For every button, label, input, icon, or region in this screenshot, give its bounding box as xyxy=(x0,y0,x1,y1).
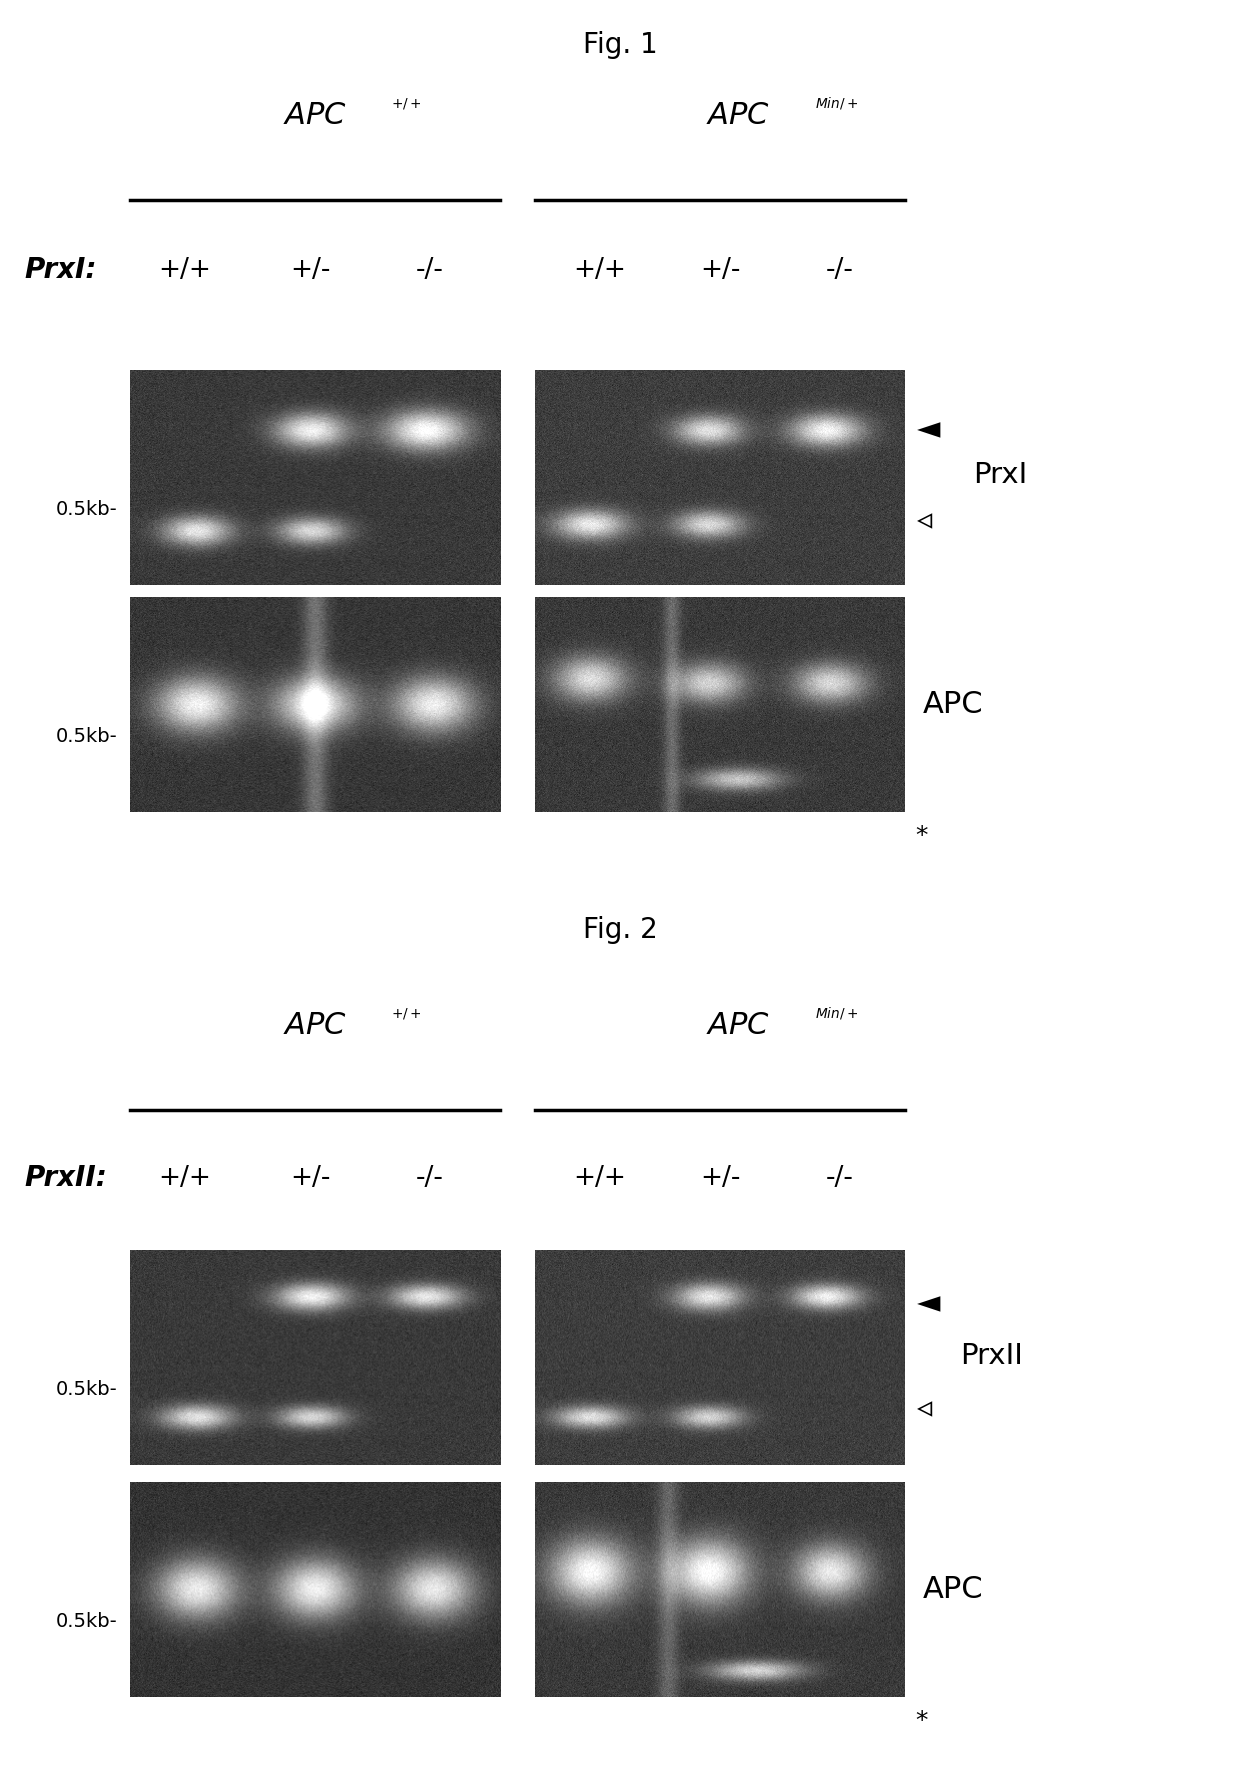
Text: +/-: +/- xyxy=(290,258,330,282)
Text: PrxII:: PrxII: xyxy=(25,1163,108,1192)
Text: 0.5kb-: 0.5kb- xyxy=(56,1613,118,1630)
Text: +/+: +/+ xyxy=(574,1165,626,1192)
Text: 0.5kb-: 0.5kb- xyxy=(56,501,118,519)
Text: ◃: ◃ xyxy=(918,506,932,535)
Text: +/-: +/- xyxy=(290,1165,330,1192)
Text: PrxII: PrxII xyxy=(961,1343,1023,1371)
Text: ◃: ◃ xyxy=(918,1394,932,1424)
Text: $\mathit{APC}$: $\mathit{APC}$ xyxy=(283,1011,347,1041)
Text: $^{+/+}$: $^{+/+}$ xyxy=(391,99,422,117)
Text: PrxI:: PrxI: xyxy=(25,256,97,284)
Text: Fig. 1: Fig. 1 xyxy=(583,30,657,59)
Text: -/-: -/- xyxy=(826,1165,854,1192)
Text: 0.5kb-: 0.5kb- xyxy=(56,726,118,746)
Text: -/-: -/- xyxy=(417,258,444,282)
Text: +/-: +/- xyxy=(699,258,740,282)
Text: PrxI: PrxI xyxy=(973,462,1027,490)
Text: $\mathit{APC}$: $\mathit{APC}$ xyxy=(706,101,770,130)
Text: +/+: +/+ xyxy=(159,258,212,282)
Text: $\mathit{APC}$: $\mathit{APC}$ xyxy=(706,1011,770,1041)
Text: Fig. 2: Fig. 2 xyxy=(583,916,657,945)
Text: +/+: +/+ xyxy=(574,258,626,282)
Text: 0.5kb-: 0.5kb- xyxy=(56,1380,118,1399)
Text: *: * xyxy=(915,1709,928,1733)
Text: $^{Min/+}$: $^{Min/+}$ xyxy=(815,1009,858,1028)
Text: $^{Min/+}$: $^{Min/+}$ xyxy=(815,99,858,117)
Text: *: * xyxy=(915,824,928,847)
Text: APC: APC xyxy=(924,691,983,719)
Text: ◄: ◄ xyxy=(918,1289,940,1318)
Text: -/-: -/- xyxy=(826,258,854,282)
Text: APC: APC xyxy=(924,1575,983,1604)
Text: -/-: -/- xyxy=(417,1165,444,1192)
Text: +/+: +/+ xyxy=(159,1165,212,1192)
Text: $\mathit{APC}$: $\mathit{APC}$ xyxy=(283,101,347,130)
Text: +/-: +/- xyxy=(699,1165,740,1192)
Text: ◄: ◄ xyxy=(918,416,940,444)
Text: $^{+/+}$: $^{+/+}$ xyxy=(391,1009,422,1028)
